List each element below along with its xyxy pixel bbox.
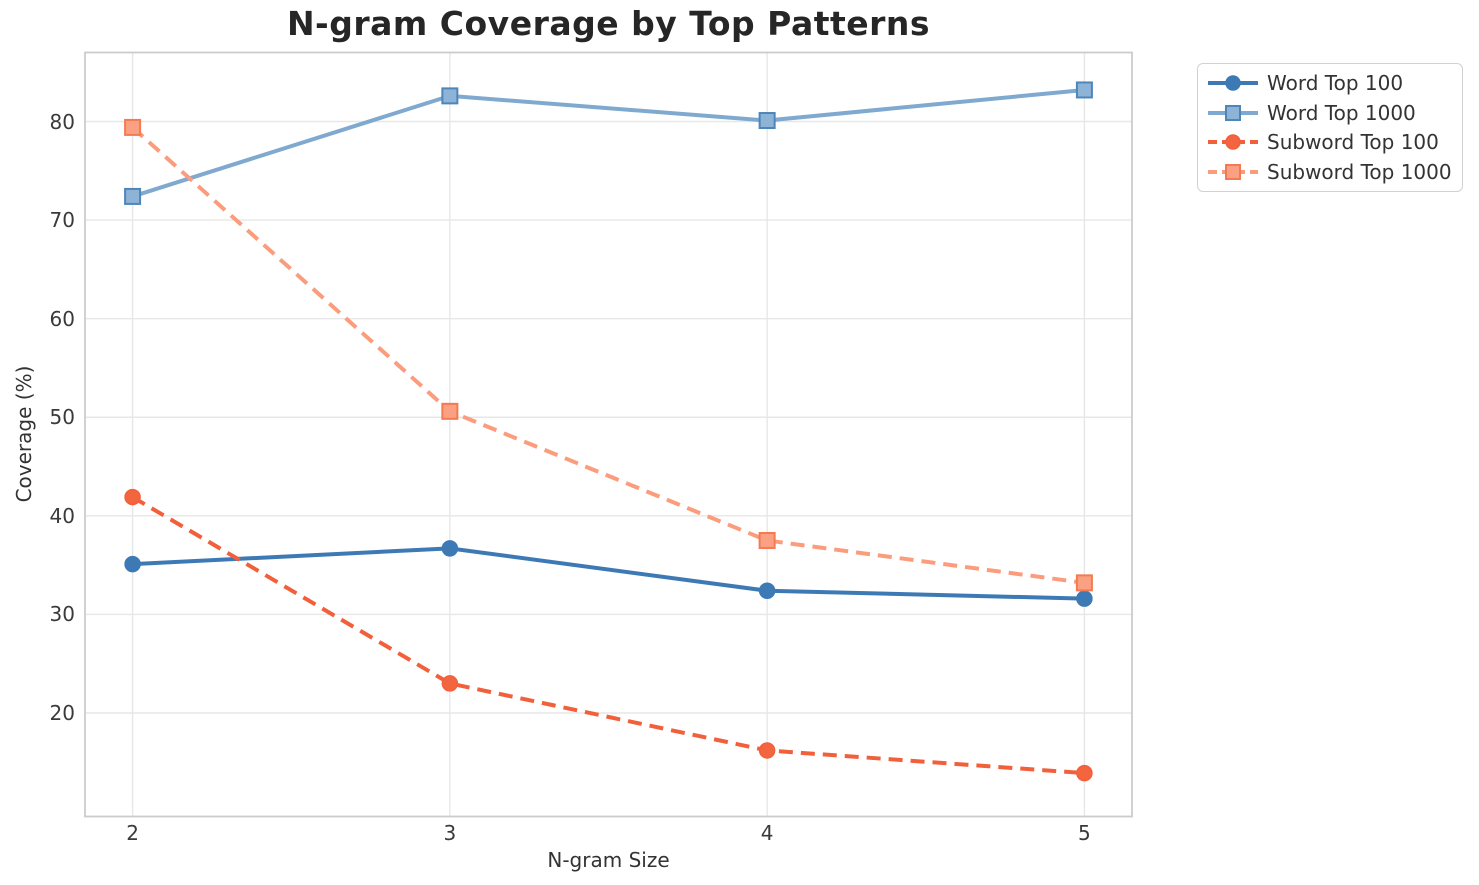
data-point-marker <box>124 118 142 136</box>
data-point-marker <box>124 488 141 506</box>
legend-label: Subword Top 1000 <box>1267 160 1452 185</box>
y-tick-label: 20 <box>49 700 75 725</box>
x-tick-label: 3 <box>443 821 457 845</box>
legend: Word Top 100 Word Top 1000 Subword Top 1… <box>1197 63 1463 192</box>
data-point-marker <box>441 675 459 692</box>
legend-sample-marker <box>1225 134 1241 151</box>
y-tick-label: 40 <box>49 503 75 528</box>
x-axis-label: N-gram Size <box>547 848 670 872</box>
legend-sample-line-icon <box>1208 104 1258 121</box>
legend-sample-marker <box>1225 164 1241 181</box>
y-tick-label: 30 <box>49 602 75 627</box>
data-point-marker <box>758 531 776 549</box>
data-point-marker <box>441 402 459 420</box>
legend-item-subword-top-1000: Subword Top 1000 <box>1198 158 1462 186</box>
data-point-marker <box>1075 574 1093 592</box>
series-line-3 <box>131 125 1085 585</box>
y-axis-label: Coverage (%) <box>12 365 36 503</box>
legend-sample-line-icon <box>1208 134 1258 151</box>
data-point-marker <box>758 582 776 600</box>
legend-sample-marker <box>1225 75 1241 91</box>
data-point-marker <box>758 742 776 759</box>
plot-background <box>85 52 1132 817</box>
y-tick-label: 60 <box>49 306 75 331</box>
legend-label: Subword Top 100 <box>1267 130 1439 155</box>
x-tick-label: 2 <box>126 821 139 845</box>
legend-label: Word Top 1000 <box>1267 100 1416 125</box>
y-tick-label: 80 <box>49 109 75 134</box>
data-point-marker <box>758 112 776 130</box>
chart-title: N-gram Coverage by Top Patterns <box>286 4 931 43</box>
legend-item-word-top-100: Word Top 100 <box>1198 69 1462 97</box>
series-line-2 <box>131 495 1085 776</box>
y-tick-label: 70 <box>49 208 75 233</box>
series-line-0 <box>132 546 1085 601</box>
data-point-marker <box>124 187 142 205</box>
data-point-marker <box>124 555 141 573</box>
legend-sample-line-icon <box>1208 75 1258 91</box>
y-tick-label: 50 <box>49 405 75 430</box>
x-tick-label: 4 <box>760 821 774 845</box>
legend-item-subword-top-100: Subword Top 100 <box>1198 128 1462 156</box>
data-point-marker <box>1075 81 1093 99</box>
legend-item-word-top-1000: Word Top 1000 <box>1198 99 1462 127</box>
data-point-marker <box>1076 590 1093 607</box>
plot-border <box>84 51 1133 818</box>
data-point-marker <box>1076 764 1093 782</box>
series-line-1 <box>131 87 1085 199</box>
data-point-marker <box>441 540 459 557</box>
data-point-marker <box>441 87 459 105</box>
x-tick-label: 5 <box>1078 821 1091 845</box>
legend-sample-marker <box>1225 104 1241 121</box>
legend-label: Word Top 100 <box>1267 70 1404 95</box>
legend-sample-line-icon <box>1208 164 1258 181</box>
